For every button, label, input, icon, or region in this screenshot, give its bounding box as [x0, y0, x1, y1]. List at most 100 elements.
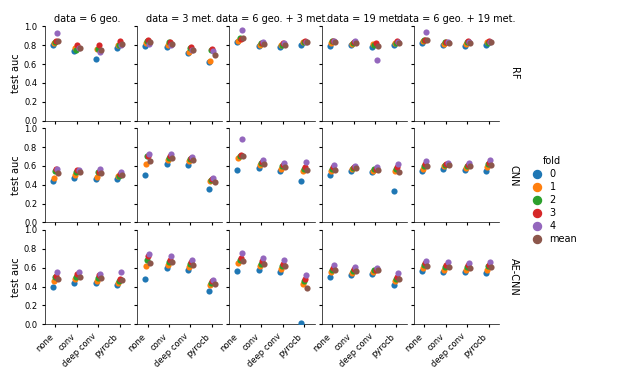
Point [74, 169, 84, 175]
Point [71, 274, 81, 280]
Point [167, 155, 177, 161]
Point [392, 164, 402, 170]
Point [298, 40, 308, 46]
Point [185, 156, 195, 162]
Point [113, 42, 123, 48]
Point [164, 153, 175, 159]
Point [440, 264, 451, 270]
Point [93, 169, 104, 175]
Point [301, 167, 312, 173]
Point [280, 42, 291, 48]
Point [394, 40, 404, 46]
Point [440, 162, 451, 168]
Point [92, 278, 102, 284]
Point [237, 152, 248, 158]
Point [393, 40, 403, 46]
Point [49, 40, 59, 46]
Point [418, 38, 428, 44]
Point [164, 259, 174, 265]
Point [301, 285, 312, 291]
Point [326, 38, 337, 44]
Point [209, 280, 220, 287]
Point [483, 161, 493, 167]
Point [418, 166, 428, 172]
Point [438, 166, 449, 172]
Point [465, 265, 475, 271]
Point [275, 269, 285, 275]
Point [388, 282, 399, 288]
Point [422, 37, 433, 43]
Point [394, 276, 404, 282]
Title: data = 19 met.: data = 19 met. [327, 14, 401, 24]
Point [460, 43, 470, 49]
Point [442, 40, 452, 46]
Y-axis label: test auc: test auc [11, 257, 21, 297]
Point [439, 163, 449, 169]
Point [74, 45, 84, 51]
Point [350, 38, 360, 44]
Point [367, 169, 378, 175]
Point [52, 166, 62, 172]
Point [392, 37, 402, 43]
Point [186, 155, 196, 161]
Point [255, 42, 265, 48]
Point [463, 162, 473, 168]
Point [167, 259, 177, 265]
Point [278, 162, 289, 168]
Point [324, 274, 335, 280]
Point [207, 278, 218, 284]
Point [461, 267, 471, 273]
Point [326, 167, 336, 173]
Point [145, 260, 156, 266]
Point [209, 52, 220, 58]
Y-axis label: test auc: test auc [11, 54, 21, 93]
Point [92, 174, 102, 180]
Point [464, 260, 474, 266]
Point [278, 261, 289, 267]
Point [277, 163, 287, 169]
Point [329, 262, 339, 268]
Point [329, 37, 339, 43]
Point [142, 153, 152, 159]
Point [206, 177, 216, 183]
Point [164, 155, 174, 161]
Point [421, 258, 431, 264]
Point [112, 176, 122, 182]
Point [419, 37, 429, 43]
Point [164, 257, 175, 263]
Point [93, 275, 103, 281]
Point [117, 172, 127, 178]
Point [115, 276, 125, 282]
Title: data = 6 geo.: data = 6 geo. [54, 14, 121, 24]
Point [234, 38, 244, 44]
Point [92, 46, 102, 52]
Point [236, 255, 246, 261]
Point [209, 179, 220, 185]
Point [166, 150, 176, 157]
Point [481, 270, 491, 276]
Point [141, 40, 151, 46]
Point [143, 152, 154, 158]
Point [234, 260, 244, 266]
Point [206, 280, 216, 286]
Point [390, 40, 400, 46]
Point [205, 282, 216, 288]
Point [481, 167, 491, 173]
Point [349, 265, 359, 271]
Point [144, 250, 154, 256]
Point [371, 166, 381, 172]
Point [259, 41, 269, 48]
Point [326, 166, 337, 172]
Point [115, 171, 125, 178]
Point [185, 261, 195, 267]
Point [183, 267, 193, 273]
Point [166, 253, 176, 259]
Point [259, 161, 269, 167]
Point [71, 169, 81, 175]
Point [188, 47, 198, 53]
Point [420, 37, 430, 43]
Point [143, 37, 154, 43]
Point [48, 284, 58, 290]
Point [481, 42, 491, 48]
Point [95, 49, 105, 55]
